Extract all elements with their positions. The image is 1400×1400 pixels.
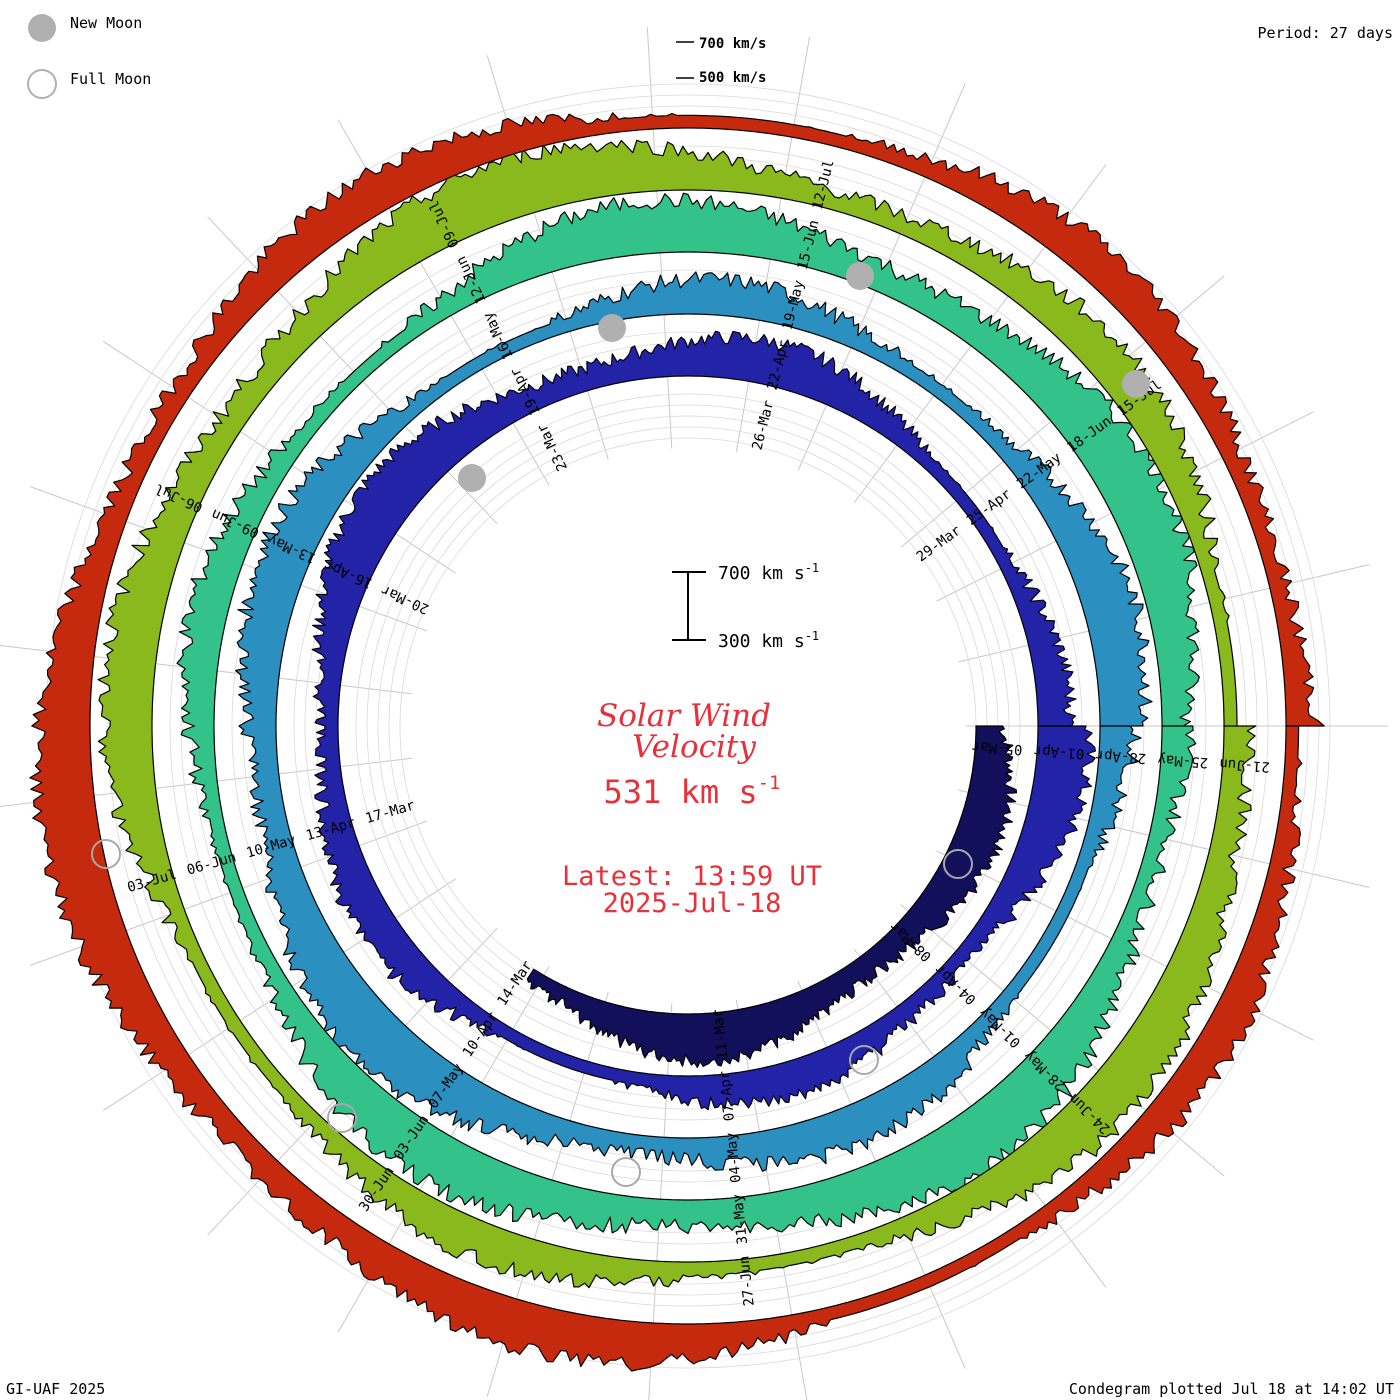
ring-1-band (526, 725, 1018, 1068)
ring-2-band (311, 330, 1096, 1111)
chart-title-line-1: Solar Wind (597, 698, 771, 734)
scale-bar-top-label: 700 km s-1 (718, 561, 819, 584)
outer-scale-lower-label: 500 km/s (699, 70, 766, 86)
grid-spoke (207, 216, 498, 525)
date-label: 05-Mar (971, 738, 1023, 757)
date-label: 11-Mar (710, 1008, 731, 1060)
full-moon-marker (611, 1157, 641, 1187)
ring-grid-circle (231, 269, 1145, 1183)
velocity-rings (29, 83, 1331, 1372)
legend-full-moon-label: Full Moon (70, 70, 151, 88)
date-label: 01-Apr (1033, 742, 1085, 761)
period-label: Period: 27 days (1258, 24, 1393, 42)
outer-scale: 700 km/s 500 km/s (676, 36, 766, 86)
date-label: 27-Jun (736, 1255, 757, 1307)
date-label: 25-May (1157, 751, 1209, 770)
new-moon-icon (28, 14, 56, 42)
date-label: 29-Mar (914, 523, 964, 566)
date-label: 28-Apr (1095, 747, 1147, 766)
full-moon-marker (91, 839, 121, 869)
legend-new-moon-label: New Moon (70, 14, 142, 32)
ring-3-band (235, 271, 1153, 1172)
full-moon-marker (849, 1045, 879, 1075)
full-moon-marker (327, 1103, 357, 1133)
ring-6-band (29, 112, 1325, 1372)
chart-title-line-2: Velocity (632, 729, 756, 765)
date-label: 07-Apr (717, 1070, 738, 1122)
date-label: 04-May (723, 1132, 744, 1184)
full-moon-marker (943, 849, 973, 879)
moon-markers (91, 262, 1150, 1187)
scale-bar-bottom-label: 300 km s-1 (718, 629, 819, 652)
new-moon-marker (846, 262, 874, 290)
date-label: 23-Mar (534, 421, 570, 473)
latest-time: Latest: 13:59 UT (562, 861, 822, 892)
outer-scale-upper-label: 700 km/s (699, 36, 766, 52)
legend: New Moon Full Moon (27, 14, 151, 99)
current-velocity: 531 km s-1 (603, 772, 780, 811)
full-moon-icon (27, 69, 57, 99)
date-label: 31-May (730, 1193, 751, 1245)
new-moon-marker (1122, 370, 1150, 398)
velocity-scale-bar: 700 km s-1 300 km s-1 (672, 561, 819, 652)
date-label: 26-Mar (749, 399, 777, 452)
plotted-label: Condegram plotted Jul 18 at 14:02 UT (1069, 1380, 1394, 1398)
credit-label: GI-UAF 2025 (6, 1380, 105, 1398)
new-moon-marker (598, 314, 626, 342)
date-label: 21-Jun (1219, 755, 1271, 774)
new-moon-marker (458, 464, 486, 492)
ring-4-band (176, 192, 1200, 1235)
ring-grid-circle (107, 145, 1269, 1307)
center-title: Solar Wind Velocity 531 km s-1 Latest: 1… (562, 698, 822, 919)
latest-date: 2025-Jul-18 (603, 888, 782, 919)
date-label: 17-Mar (364, 798, 417, 827)
date-label: 14-Mar (494, 958, 535, 1009)
ring-5-band (97, 139, 1257, 1289)
